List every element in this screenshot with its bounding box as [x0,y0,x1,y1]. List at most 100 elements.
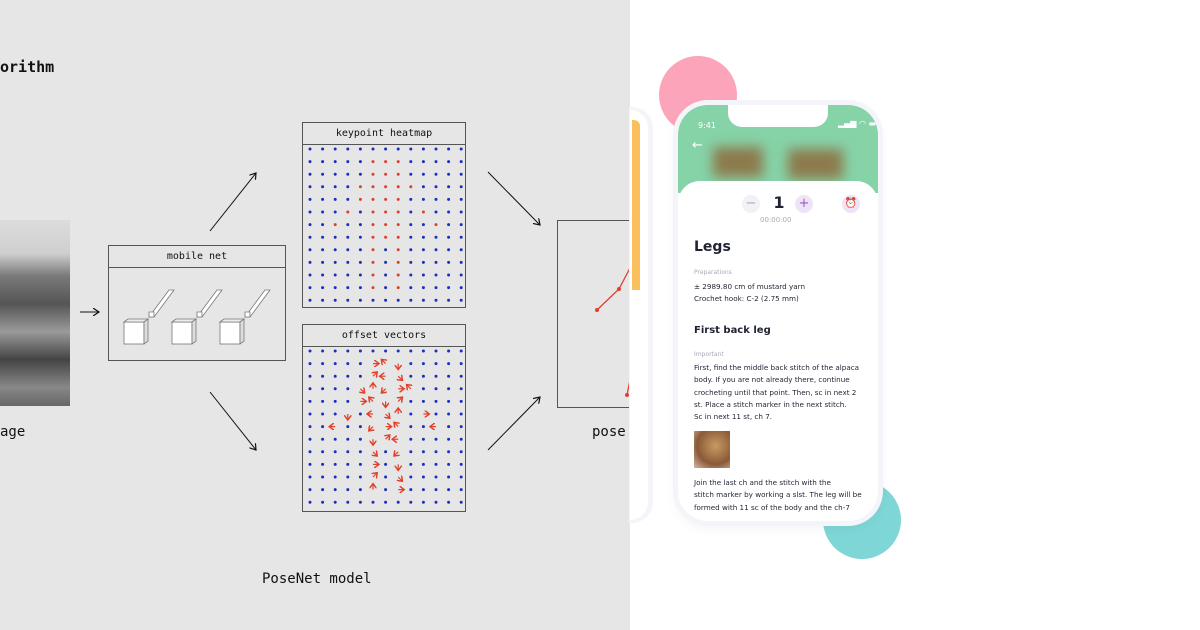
offset-dot [308,475,312,479]
offset-dot [358,437,362,441]
heatmap-dot [459,160,463,164]
offset-dot [308,450,312,454]
offset-dot [434,450,438,454]
heatmap-dot [321,235,325,239]
heatmap-hot-dot [396,286,400,290]
heatmap-dot [384,298,388,302]
offset-dot [421,462,425,466]
decrement-button[interactable]: − [742,195,760,213]
back-arrow-icon[interactable]: ← [692,138,703,153]
counter-value: 1 [773,193,785,212]
arrow-to-offsets [209,391,256,450]
keypoint-heatmap-box: keypoint heatmap [302,122,466,308]
increment-button[interactable]: + [795,195,813,213]
heatmap-dot [358,248,362,252]
arrow-heatmap-to-pose [487,171,540,225]
heatmap-grid [308,147,463,302]
offset-dot [384,488,388,492]
offset-label: offset vectors [303,325,465,347]
status-icons: ▂▄▆ ◠ ▬ [838,119,877,128]
offset-dot [459,374,463,378]
offset-vector-arrow [373,452,377,456]
conv-layer-bar-end [196,311,203,318]
heatmap-dot [421,172,425,176]
heatmap-dot [358,160,362,164]
offset-dot [409,500,413,504]
offset-dot [396,349,400,353]
offset-dot [434,500,438,504]
alarm-clock-icon[interactable]: ⏰ [842,195,860,213]
offset-vector-arrow [398,376,402,380]
offset-dot [421,425,425,429]
heatmap-dot [358,210,362,214]
heatmap-dot [421,223,425,227]
heatmap-hot-dot [371,160,375,164]
heatmap-dot [358,260,362,264]
heatmap-hot-dot [396,273,400,277]
offset-vector-arrow [360,389,364,393]
offset-dot [308,387,312,391]
heatmap-dot [409,248,413,252]
offset-dot [333,500,337,504]
heatmap-dot [358,223,362,227]
offset-dot [409,349,413,353]
offset-dot [384,349,388,353]
offset-dot [421,362,425,366]
preparation-line: Crochet hook: C-2 (2.75 mm) [694,294,799,303]
heatmap-dot [321,260,325,264]
heatmap-dot [346,298,350,302]
instruction-line: Sc in next 11 st, ch 7. [694,412,773,422]
heatmap-hot-dot [346,210,350,214]
heatmap-dot [447,248,451,252]
heatmap-label: keypoint heatmap [303,123,465,145]
heatmap-dot [321,160,325,164]
heatmap-dot [421,185,425,189]
heatmap-dot [447,298,451,302]
offset-dot [409,425,413,429]
heatmap-dot [459,147,463,151]
heatmap-dot [321,210,325,214]
offset-vector-arrow [386,435,390,439]
heatmap-dot [409,197,413,201]
offset-dot [308,362,312,366]
offset-dot [308,437,312,441]
offset-dot [459,412,463,416]
offset-dot [447,437,451,441]
timer: 00:00:00 [760,216,792,224]
heatmap-hot-dot [333,223,337,227]
heatmap-dot [384,260,388,264]
instruction-line: st. Place a stitch marker in the next st… [694,399,847,409]
heatmap-hot-dot [396,160,400,164]
preparations-label: Preparations [694,269,732,276]
instruction-photo[interactable] [694,431,730,468]
offset-dot [346,399,350,403]
heatmap-dot [346,248,350,252]
offset-dot [321,475,325,479]
heatmap-dot [409,210,413,214]
offset-dot [321,412,325,416]
background-phone [630,110,648,520]
offset-dot [409,437,413,441]
heatmap-dot [333,172,337,176]
offset-dot [333,399,337,403]
heatmap-hot-dot [371,260,375,264]
heatmap-dot [333,235,337,239]
offset-dot [346,362,350,366]
heatmap-dot [459,185,463,189]
offset-dot [333,437,337,441]
heatmap-dot [371,147,375,151]
heatmap-dot [308,286,312,290]
heatmap-hot-dot [384,210,388,214]
offset-dot [447,374,451,378]
heatmap-dot [384,147,388,151]
offset-dot [459,475,463,479]
status-time: 9:41 [698,121,716,130]
offset-dot [358,362,362,366]
offset-dot [384,450,388,454]
heatmap-dot [333,185,337,189]
offset-dot [421,437,425,441]
heatmap-hot-dot [358,185,362,189]
offset-vector-arrow [398,477,402,481]
offset-dot [459,349,463,353]
offset-dot [434,437,438,441]
